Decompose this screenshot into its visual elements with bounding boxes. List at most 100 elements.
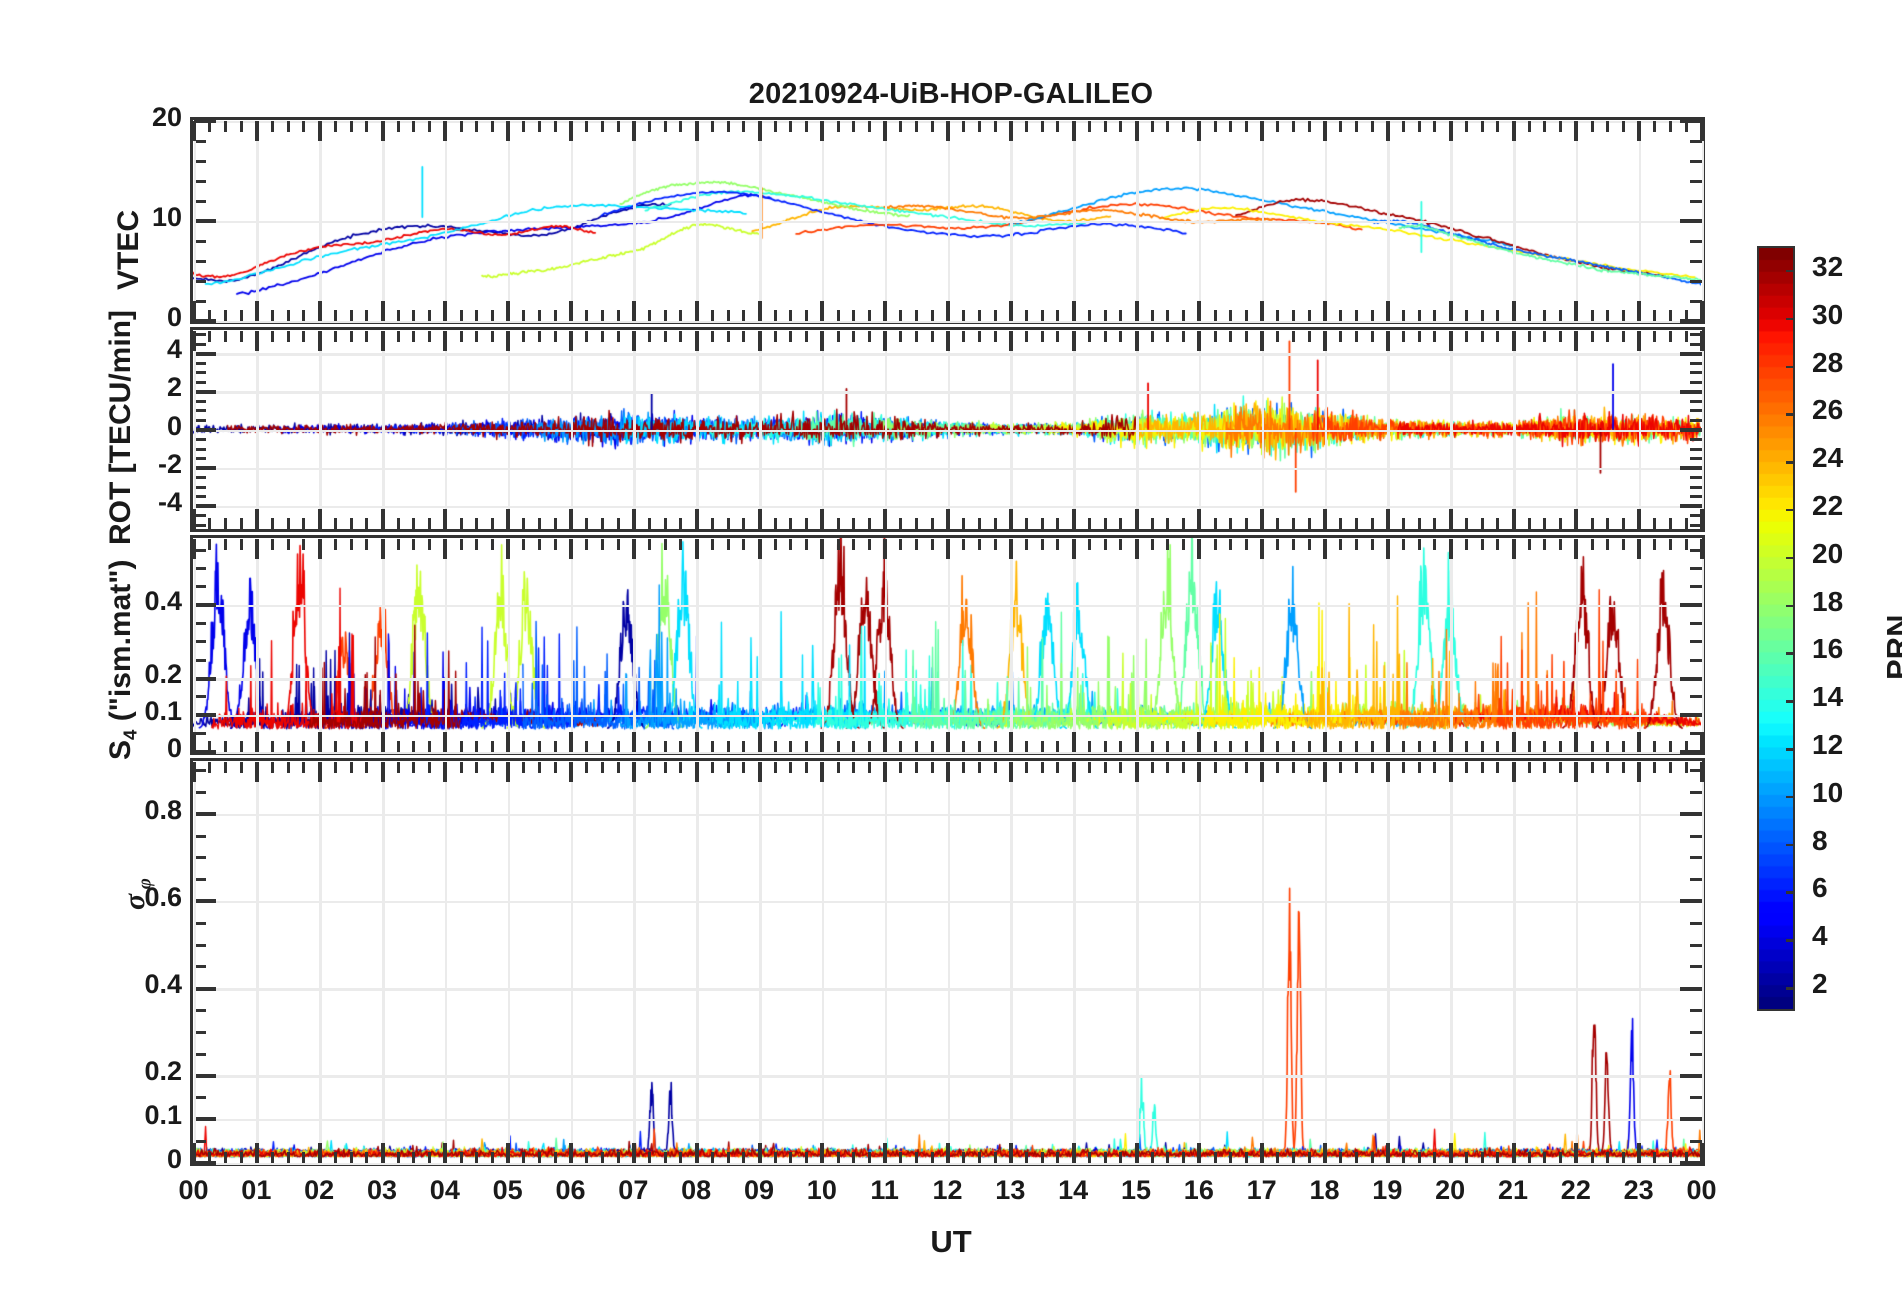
ytick-minor [193, 438, 206, 442]
xtick-minor [1417, 517, 1421, 529]
xtick-minor [1684, 761, 1688, 773]
xtick-minor [726, 1151, 730, 1163]
ytick-label-0.4: 0.4 [144, 585, 182, 616]
xtick-minor [443, 120, 447, 132]
xtick-minor [1621, 330, 1625, 342]
ytick-minor [193, 179, 206, 183]
xtick-minor [1449, 761, 1453, 773]
xtick-minor [475, 309, 479, 321]
xtick-minor [1087, 761, 1091, 773]
xtick-minor [1370, 740, 1374, 752]
xtick-minor [867, 309, 871, 321]
xtick-minor [915, 120, 919, 132]
xtick-minor [648, 1151, 652, 1163]
gridline-v [382, 120, 385, 321]
ytick-minor [1689, 603, 1702, 607]
xtick-minor [1512, 761, 1515, 773]
ytick-minor [1689, 428, 1702, 432]
xtick-minor [381, 120, 384, 132]
xtick-minor [412, 761, 416, 773]
xtick-minor [1480, 538, 1484, 550]
xtick-minor [1339, 761, 1343, 773]
xtick-minor [1464, 120, 1468, 132]
xtick-minor [820, 740, 824, 752]
ytick-minor [193, 390, 206, 394]
ytick-minor [1689, 856, 1702, 860]
xtick-minor [789, 120, 793, 132]
xtick-minor [585, 538, 589, 550]
gridline-v [193, 538, 196, 752]
ytick-label-0.8: 0.8 [144, 794, 182, 825]
xtick-minor [1276, 330, 1280, 342]
xtick-minor [365, 740, 369, 752]
xtick-minor [1182, 538, 1186, 550]
xtick-minor [553, 309, 557, 321]
xtick-minor [255, 538, 259, 550]
xtick-minor [852, 330, 856, 342]
xtick-minor [632, 1151, 636, 1163]
gridline-v [319, 120, 322, 321]
ytick-minor [193, 791, 206, 794]
ytick-minor [193, 1052, 206, 1056]
xtick-minor [333, 517, 337, 529]
xtick-minor [1150, 1151, 1154, 1163]
xtick-minor [915, 517, 919, 529]
gridline-v [633, 330, 636, 529]
xtick-minor [648, 330, 652, 342]
ytick-minor [1689, 1052, 1702, 1056]
xtick-minor [506, 330, 510, 342]
xtick-minor [805, 1151, 809, 1163]
xtick-minor [1276, 740, 1280, 752]
xtick-minor [1402, 120, 1406, 132]
xtick-minor [1512, 740, 1515, 752]
xtick-minor [1276, 120, 1280, 132]
xtick-minor [1150, 517, 1154, 529]
xtick-minor [1009, 1151, 1013, 1163]
xtick-minor [1653, 538, 1657, 550]
xtick-minor [1370, 309, 1374, 321]
xtick-minor [318, 517, 322, 529]
xtick-minor [1496, 761, 1500, 773]
xtick-minor [1464, 330, 1468, 342]
xtick-minor [1119, 120, 1123, 132]
xtick-minor [1559, 761, 1563, 773]
xtick-minor [710, 330, 714, 342]
gridline-v [1198, 330, 1202, 529]
xtick-minor [1574, 517, 1578, 529]
xtick-minor [475, 761, 479, 773]
xtick-minor [977, 538, 981, 550]
xtick-minor [192, 761, 196, 773]
ytick-minor [193, 495, 206, 499]
xtick-minor [1197, 120, 1201, 132]
ytick-minor [193, 658, 206, 662]
xtick-minor [569, 740, 573, 752]
ytick-minor [193, 504, 206, 508]
xtick-minor [333, 538, 337, 550]
xtick-minor [993, 1151, 997, 1163]
ytick-minor [1689, 732, 1702, 736]
xtick-minor [365, 330, 369, 342]
xtick-minor [789, 538, 793, 550]
vtec-plot-canvas [193, 120, 1701, 320]
xtick-minor [993, 309, 997, 321]
xtick-minor [1496, 740, 1500, 752]
ytick-minor [1689, 139, 1702, 143]
xtick-minor [1480, 517, 1484, 529]
ytick-minor [193, 621, 206, 625]
xtick-minor [538, 761, 542, 773]
xtick-minor [1339, 309, 1343, 321]
xtick-minor [286, 330, 290, 342]
ytick-minor [1689, 987, 1702, 991]
xtick-minor [192, 330, 196, 342]
ytick-minor [193, 713, 206, 717]
xtick-minor [459, 120, 463, 132]
ytick-minor [1689, 466, 1702, 470]
xtick-minor [1590, 330, 1594, 342]
gridline-v [444, 538, 448, 752]
xtick-label-18-18: 18 [1309, 1175, 1340, 1205]
gridline-v [696, 761, 699, 1163]
xtick-minor [1087, 120, 1091, 132]
xtick-minor [1323, 740, 1327, 752]
xtick-minor [1307, 517, 1311, 529]
xtick-label-22-22: 22 [1560, 1175, 1591, 1205]
